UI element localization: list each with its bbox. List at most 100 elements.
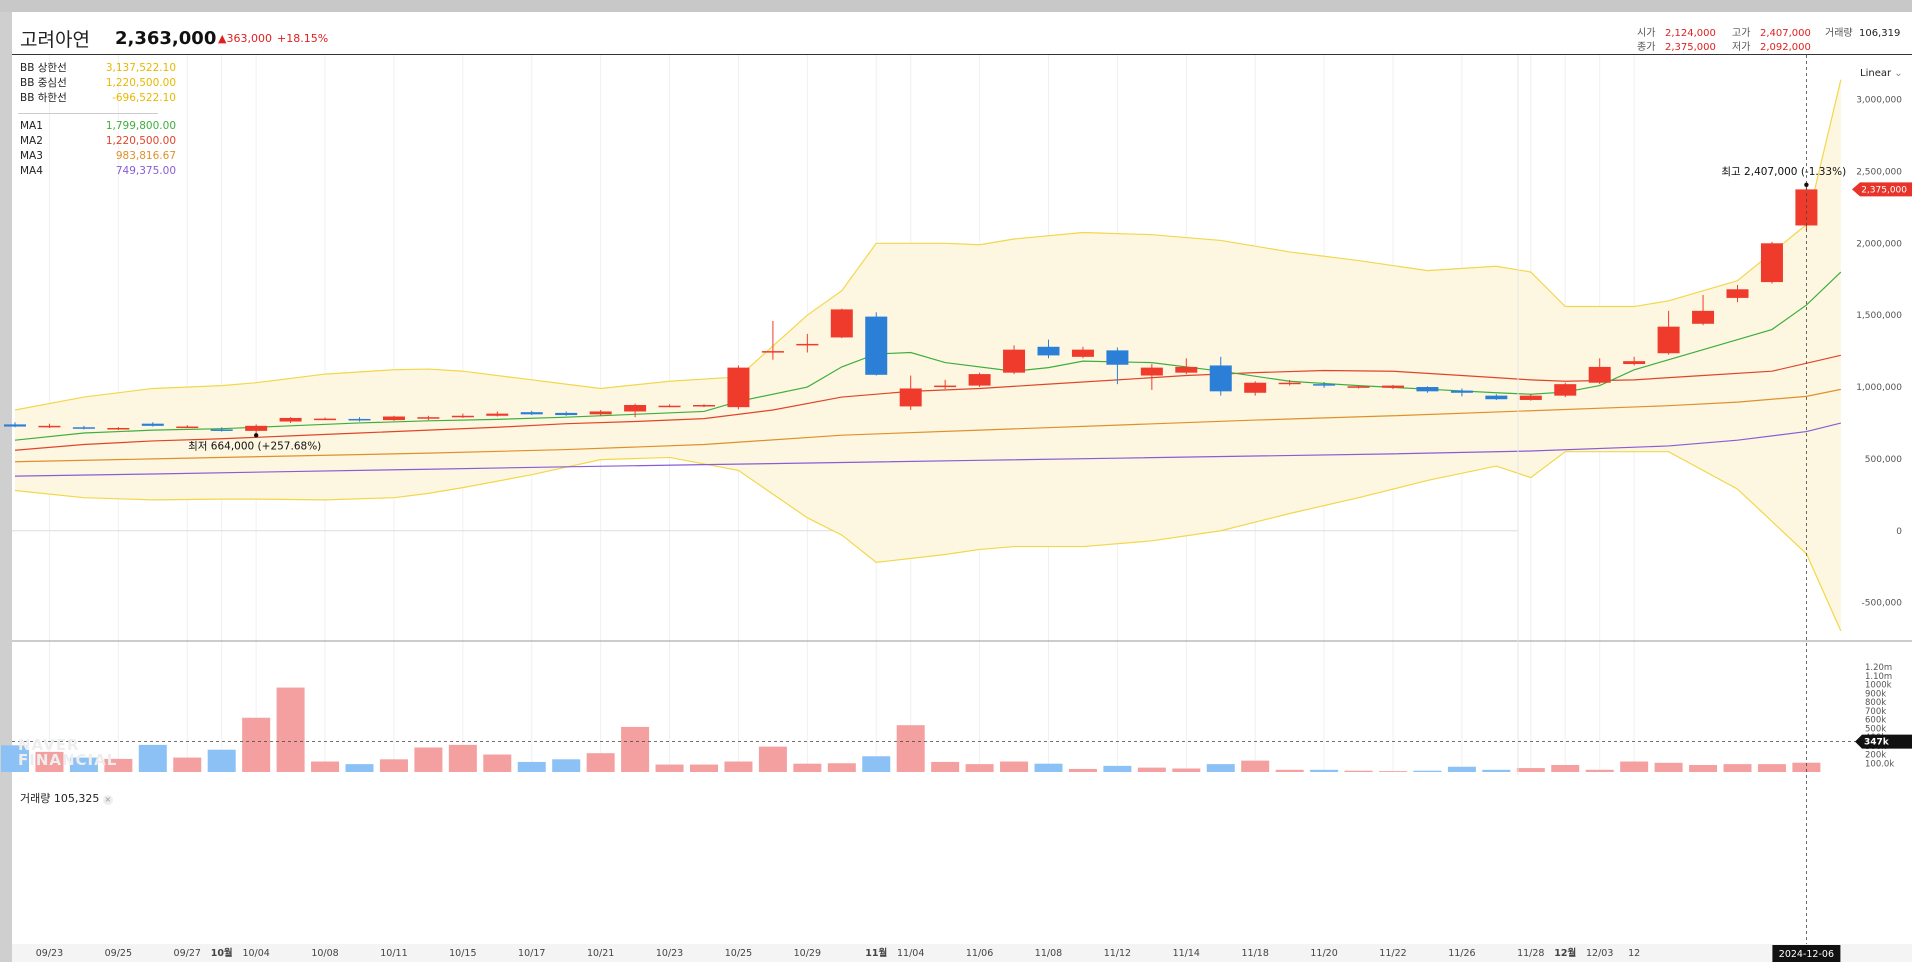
volume-bar bbox=[35, 751, 64, 772]
volume-bar bbox=[138, 744, 167, 772]
x-axis-band bbox=[12, 944, 1912, 962]
candle bbox=[1416, 386, 1439, 393]
candle-body bbox=[1692, 310, 1715, 324]
candle-body bbox=[72, 427, 95, 429]
volume-bar bbox=[207, 749, 236, 772]
candle bbox=[1588, 358, 1611, 385]
candle-body bbox=[1106, 350, 1129, 365]
volume-bar bbox=[1310, 769, 1339, 772]
x-axis-label: 11월 bbox=[865, 947, 887, 959]
candle-body bbox=[1140, 367, 1163, 376]
candle-body bbox=[830, 309, 853, 338]
low-label: 저가 bbox=[1732, 42, 1751, 53]
candle-body bbox=[658, 405, 681, 408]
high-label: 고가 bbox=[1732, 28, 1751, 39]
candle-body bbox=[348, 418, 371, 421]
volume-bar bbox=[1516, 768, 1545, 772]
candle-body bbox=[624, 404, 647, 412]
current-price: 2,363,000 bbox=[115, 28, 217, 49]
candle-body bbox=[520, 412, 543, 415]
candle bbox=[899, 375, 922, 411]
candle bbox=[1278, 379, 1301, 386]
volume-bar bbox=[586, 753, 615, 772]
candle-body bbox=[934, 385, 957, 388]
candle bbox=[830, 308, 853, 339]
candle bbox=[589, 410, 612, 416]
candle bbox=[1003, 345, 1026, 375]
volume-bar bbox=[483, 754, 512, 772]
candle bbox=[968, 372, 991, 388]
candle bbox=[1071, 346, 1094, 359]
price-change-percent: +18.15% bbox=[277, 32, 329, 45]
candle bbox=[1313, 381, 1336, 388]
volume-bar bbox=[104, 758, 133, 772]
candle-body bbox=[1209, 365, 1232, 392]
candle bbox=[1519, 394, 1542, 401]
volume-bar bbox=[690, 764, 718, 772]
volume-bar bbox=[758, 746, 787, 772]
bb-band-fill bbox=[15, 79, 1841, 631]
x-axis-label: 12/03 bbox=[1586, 948, 1613, 959]
candle bbox=[486, 411, 509, 417]
volume-bar bbox=[1413, 770, 1442, 772]
volume-bar bbox=[1275, 769, 1304, 772]
price-axis-label: 1,500,000 bbox=[1856, 311, 1902, 321]
high-marker bbox=[1804, 182, 1809, 187]
volume-bar bbox=[552, 759, 581, 772]
candle bbox=[1692, 295, 1715, 326]
candle-body bbox=[245, 425, 268, 431]
volume-bar bbox=[1344, 770, 1373, 772]
volume-bar bbox=[69, 757, 98, 772]
candle bbox=[1106, 347, 1129, 385]
ohlc-high-low: 고가 2,407,000 저가 2,092,000 bbox=[1732, 27, 1811, 55]
candle bbox=[210, 427, 233, 432]
candle-body bbox=[899, 388, 922, 407]
candle-body bbox=[1313, 384, 1336, 386]
x-axis-label: 11/18 bbox=[1242, 948, 1269, 959]
current-date-label: 2024-12-06 bbox=[1779, 949, 1834, 960]
candle-body bbox=[314, 418, 337, 421]
candle bbox=[382, 415, 405, 421]
candle-body bbox=[1416, 387, 1439, 392]
x-axis-label: 10/29 bbox=[794, 948, 821, 959]
price-axis-label: 3,000,000 bbox=[1856, 96, 1902, 106]
candle-body bbox=[761, 351, 784, 353]
candle bbox=[279, 417, 302, 423]
volume-bar bbox=[1103, 765, 1132, 772]
candle-body bbox=[968, 374, 991, 386]
volume-bar bbox=[1000, 761, 1029, 772]
chevron-down-icon: ⌄ bbox=[1894, 68, 1903, 79]
candle bbox=[417, 415, 440, 421]
close-icon[interactable]: × bbox=[102, 795, 113, 805]
volume-bar bbox=[379, 759, 408, 772]
ma1-line bbox=[14, 271, 1842, 441]
volume-bar bbox=[896, 725, 925, 772]
volume-label: 거래량 bbox=[1825, 28, 1853, 39]
volume-bar bbox=[1723, 764, 1752, 772]
x-axis-label: 12 bbox=[1628, 948, 1640, 959]
volume-bar bbox=[655, 764, 684, 772]
ohlc-volume: 거래량 106,319 bbox=[1825, 27, 1900, 41]
ma3-line bbox=[14, 388, 1841, 463]
candle bbox=[1657, 310, 1680, 355]
volume-bar bbox=[862, 756, 891, 772]
x-axis-label: 10/21 bbox=[587, 948, 614, 959]
x-axis-label: 10/25 bbox=[725, 948, 752, 959]
volume-axis-label: 600k bbox=[1865, 716, 1886, 726]
x-axis-label: 11/06 bbox=[966, 948, 993, 959]
price-change: ▲363,000 bbox=[218, 32, 272, 45]
x-axis-label: 11/08 bbox=[1035, 948, 1062, 959]
scale-mode-dropdown[interactable]: Linear ⌄ bbox=[1860, 68, 1903, 79]
high-value: 2,407,000 bbox=[1759, 28, 1811, 39]
x-axis-label: 10/08 bbox=[311, 948, 338, 959]
current-price-tag bbox=[1852, 182, 1912, 197]
volume-bar bbox=[1585, 769, 1614, 772]
candle bbox=[72, 425, 95, 430]
candle-body bbox=[1003, 349, 1026, 373]
price-axis-label: 500,000 bbox=[1865, 455, 1902, 465]
volume-panel-label: 거래량 105,325 × bbox=[20, 792, 113, 805]
candle bbox=[1554, 382, 1577, 398]
x-axis-label: 10/15 bbox=[449, 948, 476, 959]
candle bbox=[624, 403, 647, 418]
